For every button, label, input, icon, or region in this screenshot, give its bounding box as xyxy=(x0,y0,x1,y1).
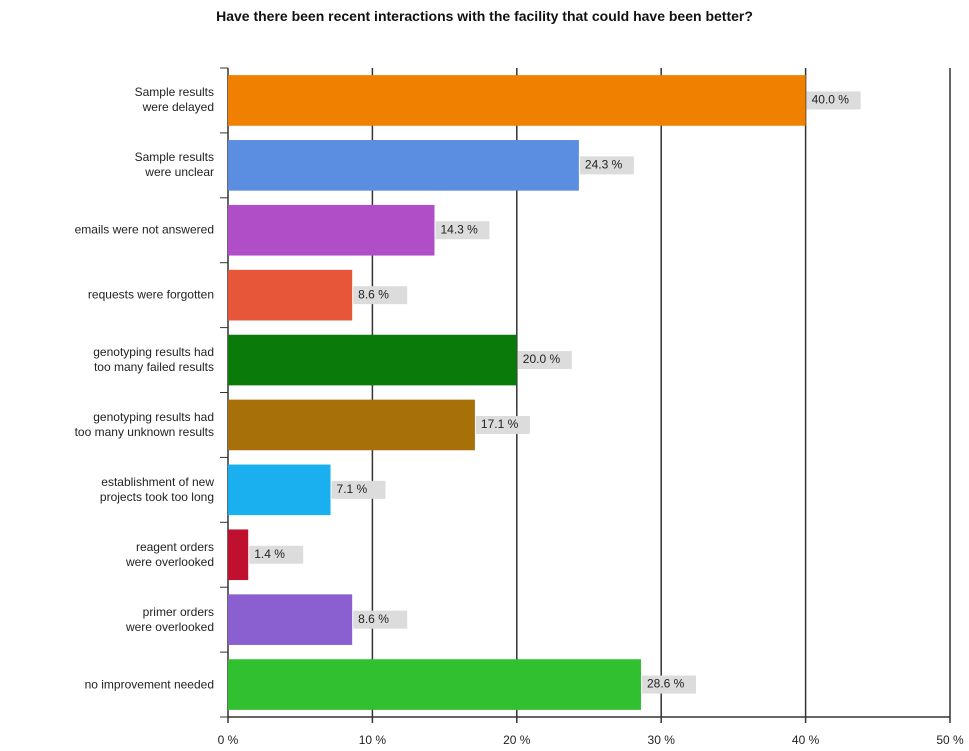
value-label: 17.1 % xyxy=(481,417,519,431)
y-tick-label: genotyping results had too many unknown … xyxy=(74,409,214,439)
value-label: 28.6 % xyxy=(647,677,685,691)
value-label-bg xyxy=(331,480,386,499)
x-tick-label: 10 % xyxy=(359,733,387,747)
bar xyxy=(228,659,641,710)
value-label-bg xyxy=(517,351,572,370)
y-tick-label: primer orders were overlooked xyxy=(125,604,214,634)
value-label-bg xyxy=(579,156,634,175)
value-label: 1.4 % xyxy=(254,547,285,561)
value-label: 40.0 % xyxy=(812,93,850,107)
bar xyxy=(228,204,435,256)
value-label-bg xyxy=(435,221,490,240)
value-label-bg xyxy=(806,91,861,110)
bar xyxy=(228,464,331,516)
value-label-bg xyxy=(641,675,696,694)
value-label-bg xyxy=(475,415,530,434)
value-label-bg xyxy=(353,610,408,629)
value-label: 20.0 % xyxy=(523,352,561,366)
chart-title: Have there been recent interactions with… xyxy=(216,8,753,24)
value-label: 7.1 % xyxy=(337,482,368,496)
y-tick-label: Sample results were unclear xyxy=(134,150,214,180)
value-label-bg xyxy=(353,286,408,305)
x-tick-label: 50 % xyxy=(936,733,964,747)
x-tick-label: 30 % xyxy=(648,733,676,747)
y-tick-label: Sample results were delayed xyxy=(134,85,214,115)
bar xyxy=(228,529,249,581)
value-label-bg xyxy=(249,545,304,564)
value-label: 8.6 % xyxy=(358,287,389,301)
y-tick-label: emails were not answered xyxy=(74,222,214,237)
bar xyxy=(228,594,353,645)
y-tick-label: requests were forgotten xyxy=(87,287,214,302)
x-tick-label: 0 % xyxy=(218,733,239,747)
value-label: 24.3 % xyxy=(585,158,623,172)
value-label: 14.3 % xyxy=(440,222,478,236)
bar xyxy=(228,75,806,126)
value-label: 8.6 % xyxy=(358,612,389,626)
bar xyxy=(228,269,353,321)
y-tick-label: reagent orders were overlooked xyxy=(125,539,214,569)
bar xyxy=(228,399,475,451)
y-tick-label: establishment of new projects took too l… xyxy=(99,474,214,504)
bar xyxy=(228,140,579,191)
bar xyxy=(228,334,517,386)
y-tick-label: genotyping results had too many failed r… xyxy=(93,345,214,375)
x-tick-label: 20 % xyxy=(503,733,531,747)
y-tick-label: no improvement needed xyxy=(84,677,214,692)
x-tick-label: 40 % xyxy=(792,733,820,747)
